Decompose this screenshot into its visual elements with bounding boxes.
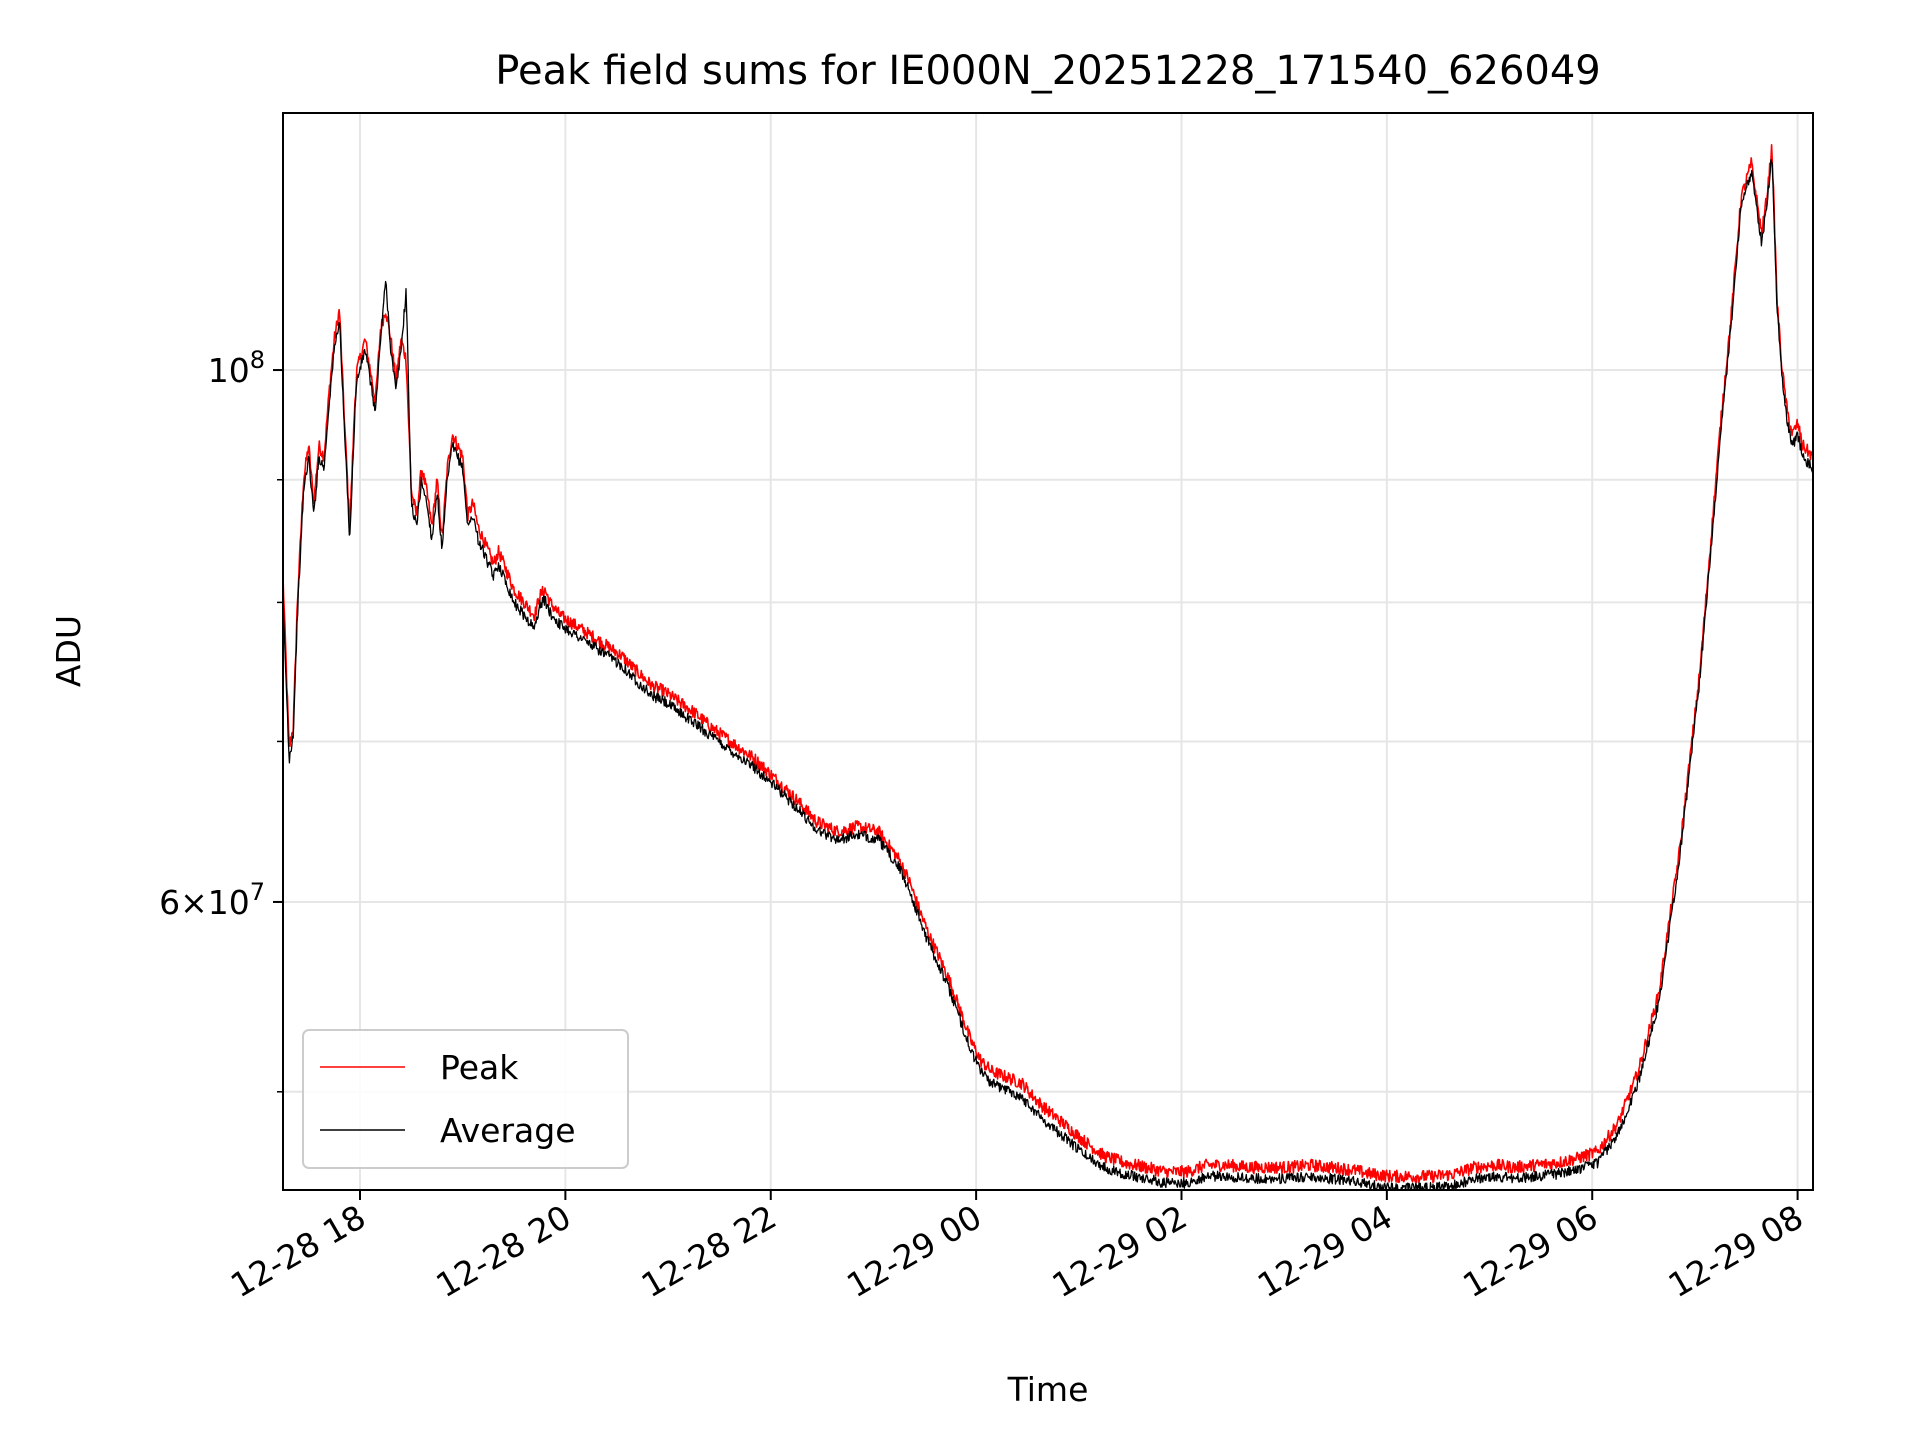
series-layer [283,144,1813,1190]
legend-label-average: Average [440,1111,576,1150]
series-line-peak [283,144,1813,1184]
plot-frame [282,112,1814,1191]
legend-box [302,1029,629,1169]
legend-label-peak: Peak [440,1048,519,1087]
chart-title: Peak field sums for IE000N_20251228_1715… [495,48,1600,94]
series-line-average [283,159,1813,1190]
y-tick-label: 6×107 [159,878,265,922]
y-tick-label: 108 [208,346,265,390]
legend: Peak Average [302,1029,629,1169]
grid-lines [283,113,1813,1190]
y-axis-label: ADU [49,615,88,687]
x-axis-label: Time [1007,1370,1089,1409]
